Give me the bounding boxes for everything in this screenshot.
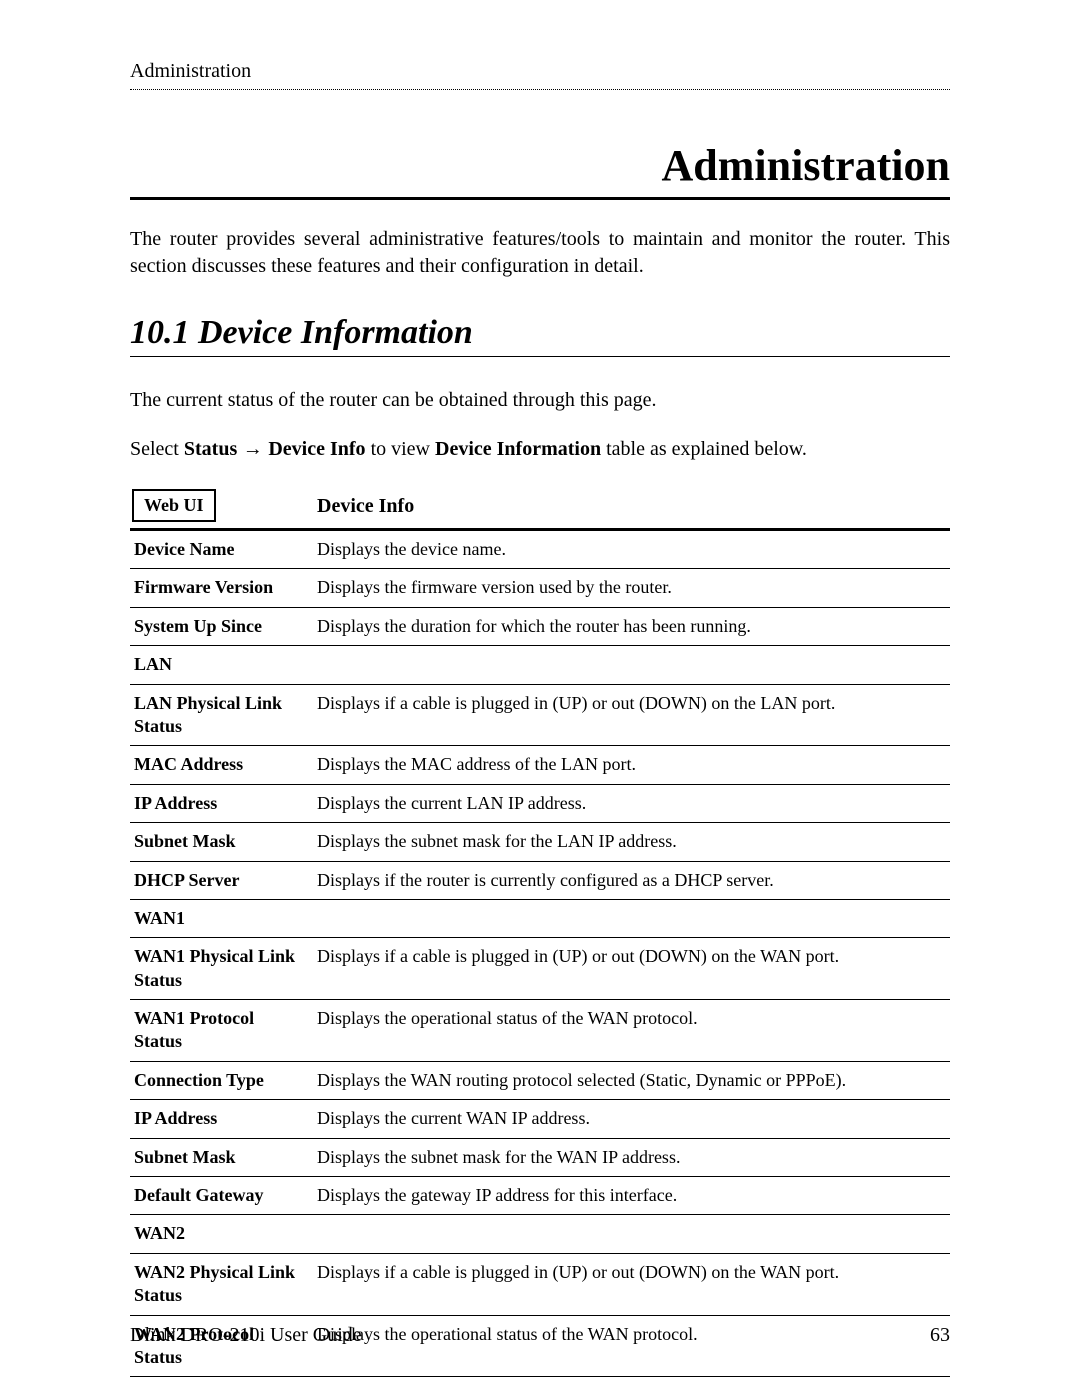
nav-device-info: Device Info xyxy=(268,438,365,460)
table-row: IP AddressDisplays the current WAN IP ad… xyxy=(130,1100,950,1138)
chapter-title: Administration xyxy=(130,140,950,200)
row-label: LAN xyxy=(130,646,307,684)
row-label: System Up Since xyxy=(130,607,307,645)
row-label: DHCP Server xyxy=(130,861,307,899)
row-label: WAN2 xyxy=(130,1215,307,1253)
row-description: Displays the WAN routing protocol select… xyxy=(307,1061,950,1099)
table-row: Subnet MaskDisplays the subnet mask for … xyxy=(130,1138,950,1176)
row-description: Displays the subnet mask for the LAN IP … xyxy=(307,823,950,861)
status-description: The current status of the router can be … xyxy=(130,387,950,414)
row-label: WAN1 xyxy=(130,899,307,937)
table-row: Firmware VersionDisplays the firmware ve… xyxy=(130,569,950,607)
row-label: WAN1 Protocol Status xyxy=(130,1000,307,1062)
row-label: Default Gateway xyxy=(130,1177,307,1215)
row-description: Displays the MAC address of the LAN port… xyxy=(307,746,950,784)
page: Administration Administration The router… xyxy=(0,0,1080,1397)
nav-status: Status xyxy=(184,438,237,460)
row-label: MAC Address xyxy=(130,746,307,784)
intro-paragraph: The router provides several administrati… xyxy=(130,226,950,280)
table-row: WAN2 Physical Link StatusDisplays if a c… xyxy=(130,1253,950,1315)
device-info-table: Web UI Device Info Device NameDisplays t… xyxy=(130,485,950,1377)
table-header-row: Web UI Device Info xyxy=(130,485,950,530)
table-row: LAN xyxy=(130,646,950,684)
row-label: WAN1 Physical Link Status xyxy=(130,938,307,1000)
row-description: Displays the device name. xyxy=(307,530,950,569)
row-description xyxy=(307,899,950,937)
table-row: WAN1 Physical Link StatusDisplays if a c… xyxy=(130,938,950,1000)
table-row: Connection TypeDisplays the WAN routing … xyxy=(130,1061,950,1099)
running-head: Administration xyxy=(130,60,950,90)
row-label: Firmware Version xyxy=(130,569,307,607)
nav-text: table as explained below. xyxy=(601,438,807,460)
row-description xyxy=(307,646,950,684)
table-row: Subnet MaskDisplays the subnet mask for … xyxy=(130,823,950,861)
table-row: Default GatewayDisplays the gateway IP a… xyxy=(130,1177,950,1215)
row-label: Subnet Mask xyxy=(130,1138,307,1176)
row-description: Displays the current LAN IP address. xyxy=(307,784,950,822)
row-label: Device Name xyxy=(130,530,307,569)
table-row: DHCP ServerDisplays if the router is cur… xyxy=(130,861,950,899)
nav-device-information: Device Information xyxy=(435,438,601,460)
table-row: MAC AddressDisplays the MAC address of t… xyxy=(130,746,950,784)
row-description: Displays if a cable is plugged in (UP) o… xyxy=(307,938,950,1000)
footer-page-number: 63 xyxy=(930,1324,950,1347)
row-description: Displays the subnet mask for the WAN IP … xyxy=(307,1138,950,1176)
table-row: WAN1 Protocol StatusDisplays the operati… xyxy=(130,1000,950,1062)
navigation-instruction: Select Status → Device Info to view Devi… xyxy=(130,436,950,463)
row-description: Displays the firmware version used by th… xyxy=(307,569,950,607)
row-description: Displays if the router is currently conf… xyxy=(307,861,950,899)
row-description: Displays if a cable is plugged in (UP) o… xyxy=(307,1253,950,1315)
table-row: WAN2 xyxy=(130,1215,950,1253)
table-row: Device NameDisplays the device name. xyxy=(130,530,950,569)
row-description: Displays the gateway IP address for this… xyxy=(307,1177,950,1215)
webui-badge: Web UI xyxy=(132,489,216,522)
row-description: Displays the duration for which the rout… xyxy=(307,607,950,645)
row-description: Displays the operational status of the W… xyxy=(307,1000,950,1062)
footer-guide-name: Dlink DRO-210i User Guide xyxy=(130,1324,362,1347)
row-description xyxy=(307,1215,950,1253)
table-row: WAN1 xyxy=(130,899,950,937)
arrow-icon: → xyxy=(237,438,268,460)
row-label: IP Address xyxy=(130,1100,307,1138)
table-header-title: Device Info xyxy=(307,485,950,530)
table-row: System Up SinceDisplays the duration for… xyxy=(130,607,950,645)
row-label: WAN2 Physical Link Status xyxy=(130,1253,307,1315)
page-footer: Dlink DRO-210i User Guide 63 xyxy=(130,1315,950,1347)
table-header-webui: Web UI xyxy=(130,485,307,530)
row-label: IP Address xyxy=(130,784,307,822)
row-label: LAN Physical Link Status xyxy=(130,684,307,746)
row-description: Displays if a cable is plugged in (UP) o… xyxy=(307,684,950,746)
nav-text: Select xyxy=(130,438,184,460)
nav-text: to view xyxy=(366,438,435,460)
section-title: 10.1 Device Information xyxy=(130,314,950,357)
row-label: Connection Type xyxy=(130,1061,307,1099)
table-row: LAN Physical Link StatusDisplays if a ca… xyxy=(130,684,950,746)
table-row: IP AddressDisplays the current LAN IP ad… xyxy=(130,784,950,822)
row-description: Displays the current WAN IP address. xyxy=(307,1100,950,1138)
row-label: Subnet Mask xyxy=(130,823,307,861)
